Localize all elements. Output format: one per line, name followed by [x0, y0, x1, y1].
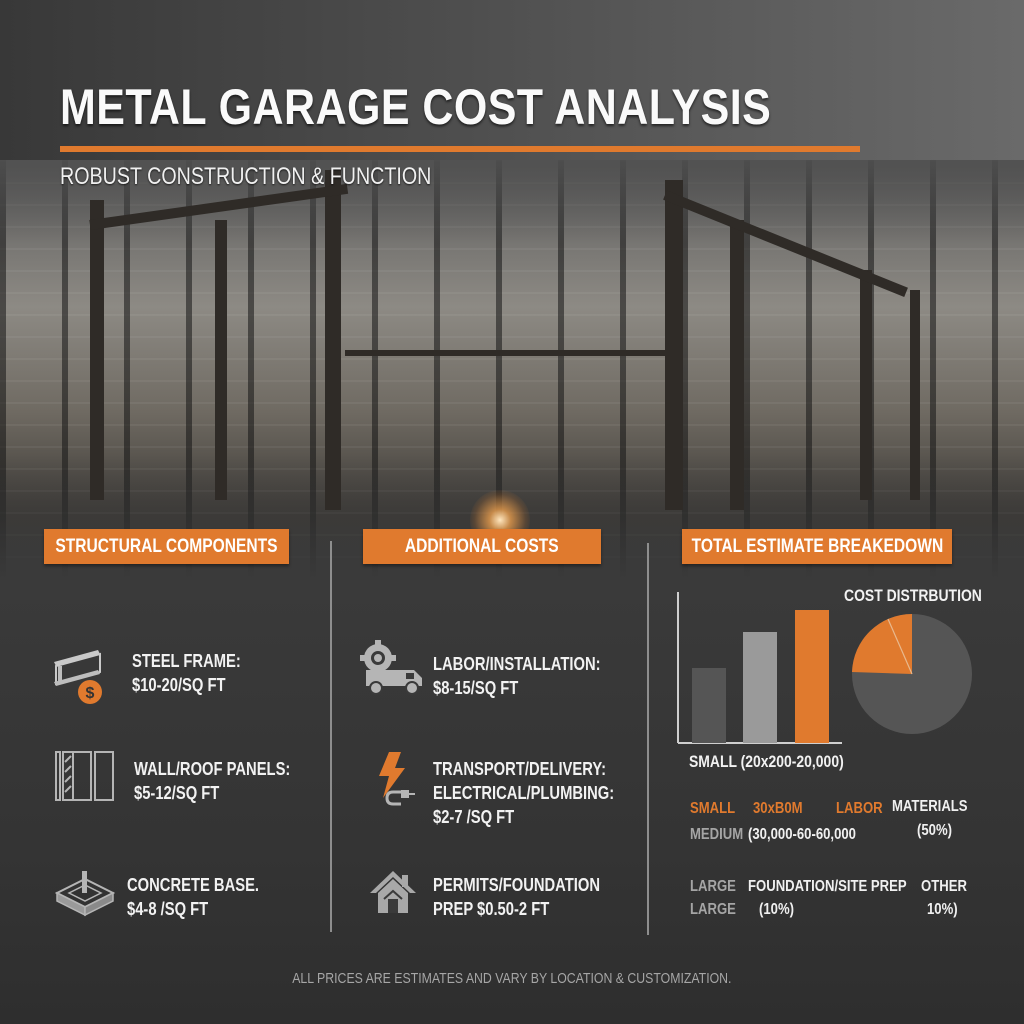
steel-column	[90, 200, 104, 500]
item-value: PREP $0.50-2 FT	[433, 899, 550, 919]
legend-small: SMALL	[690, 800, 736, 817]
legend-large-2: LARGE	[690, 901, 736, 918]
legend-other: OTHER	[921, 878, 967, 895]
legend-size-small: 30xB0M	[753, 800, 803, 817]
legend-foundation-pct: (10%)	[759, 901, 795, 918]
item-label-secondary: ELECTRICAL/PLUMBING:	[433, 783, 615, 803]
pie-chart-title: COST DISTRBUTION	[844, 586, 982, 605]
svg-text:$: $	[86, 685, 95, 702]
title-underline	[60, 146, 860, 152]
section-header-additional: ADDITIONAL COSTS	[363, 529, 601, 564]
legend-medium: MEDIUM	[690, 826, 744, 843]
section-title: STRUCTURAL COMPONENTS	[55, 535, 278, 557]
pie-chart-svg	[852, 614, 972, 734]
steel-column	[730, 220, 744, 510]
section-title: ADDITIONAL COSTS	[405, 535, 559, 557]
item-value: $4-8 /SQ FT	[127, 899, 209, 919]
steel-column	[215, 220, 227, 500]
section-header-breakdown: TOTAL ESTIMATE BREAKEDOWN	[682, 529, 952, 564]
item-label: WALL/ROOF PANELS:	[134, 759, 291, 779]
footer-text: ALL PRICES ARE ESTIMATES AND VARY BY LOC…	[292, 970, 732, 987]
page-subtitle: ROBUST CONSTRUCTION & FUNCTION	[60, 163, 432, 190]
item-value: $5-12/SQ FT	[134, 783, 220, 803]
bar-chart-svg	[677, 592, 842, 744]
bar-chart-caption: SMALL (20x200-20,000)	[689, 752, 844, 771]
legend-labor: LABOR	[836, 800, 883, 817]
legend-large: LARGE	[690, 878, 736, 895]
item-label: PERMITS/FOUNDATION	[433, 875, 601, 895]
column-divider	[647, 543, 649, 935]
lightning-plug-icon	[379, 752, 415, 806]
item-label: TRANSPORT/DELIVERY:	[433, 759, 607, 779]
steel-beam-dollar-icon: $	[54, 650, 102, 704]
item-label: LABOR/INSTALLATION:	[433, 654, 601, 674]
item-value: $10-20/SQ FT	[132, 675, 226, 695]
content-background	[0, 580, 1024, 1024]
legend-foundation: FOUNDATION/SITE PREP	[748, 878, 907, 895]
steel-beam	[663, 190, 908, 298]
legend-materials: MATERIALS	[892, 798, 968, 815]
section-header-structural: STRUCTURAL COMPONENTS	[44, 529, 289, 564]
legend-other-pct: 10%)	[927, 901, 958, 918]
item-value: $8-15/SQ FT	[433, 678, 519, 698]
column-divider	[330, 541, 332, 932]
item-label: STEEL FRAME:	[132, 651, 241, 671]
item-label: CONCRETE BASE.	[127, 875, 260, 895]
warehouse-background-photo	[0, 160, 1024, 580]
steel-column	[860, 270, 872, 500]
page-title: METAL GARAGE COST ANALYSIS	[60, 79, 772, 135]
house-icon	[370, 871, 416, 913]
steel-column	[325, 170, 341, 510]
steel-column	[665, 180, 683, 510]
wall-panels-icon	[55, 751, 114, 801]
legend-size-medium: (30,000-60-60,000	[748, 826, 856, 843]
item-value: $2-7 /SQ FT	[433, 807, 515, 827]
legend-materials-pct: (50%)	[917, 822, 953, 839]
concrete-base-icon	[55, 871, 115, 917]
section-title: TOTAL ESTIMATE BREAKEDOWN	[691, 535, 943, 557]
steel-beam	[345, 350, 675, 356]
footer-note: ALL PRICES ARE ESTIMATES AND VARY BY LOC…	[0, 970, 1024, 987]
gear-truck-icon	[360, 640, 422, 695]
steel-column	[910, 290, 920, 500]
